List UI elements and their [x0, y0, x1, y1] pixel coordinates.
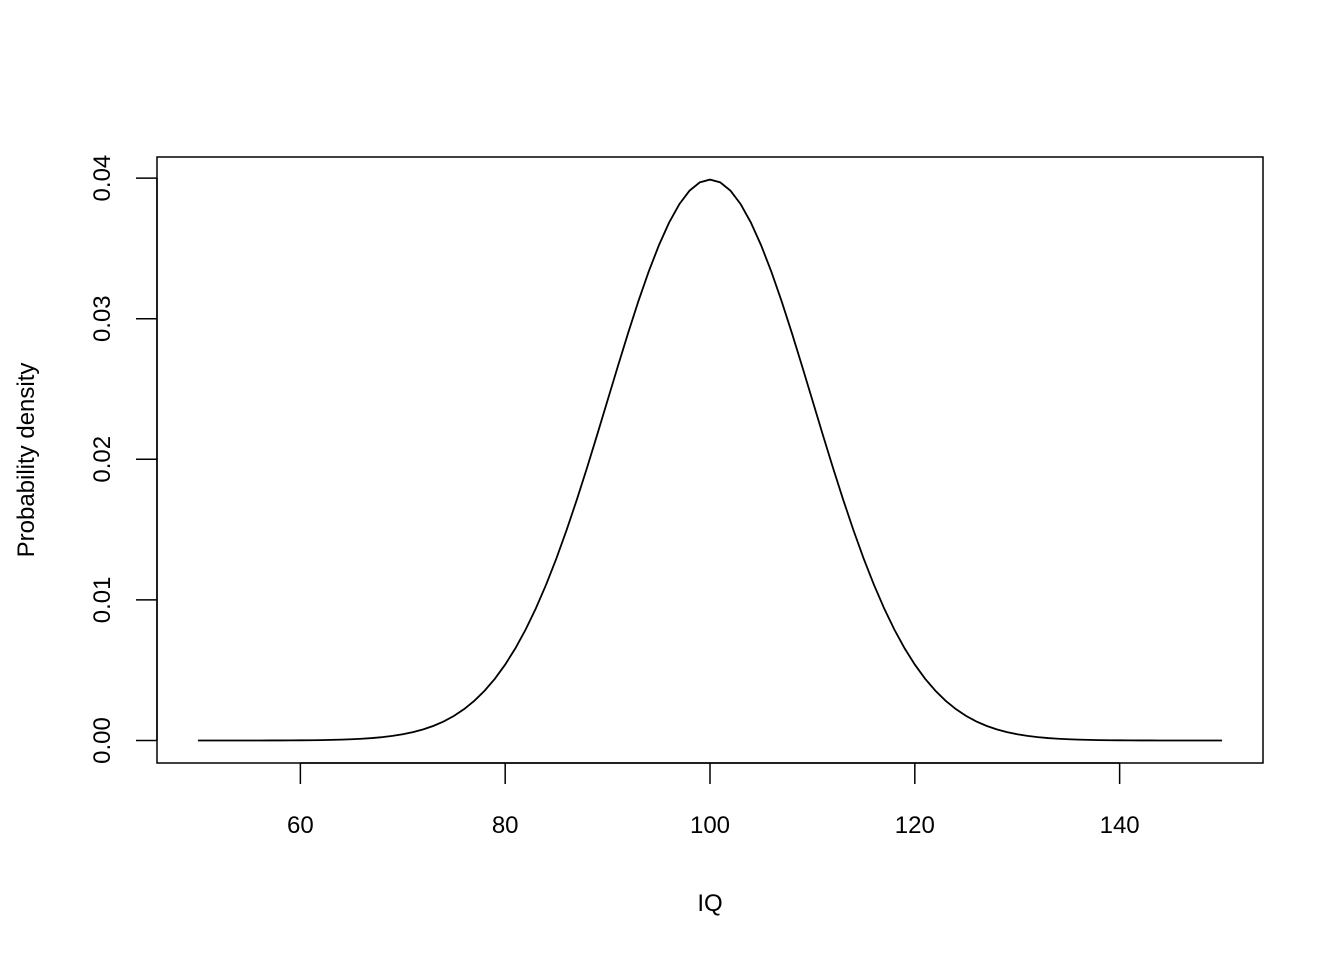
y-axis-label: Probability density [13, 363, 40, 558]
y-tick-label: 0.00 [89, 717, 116, 764]
x-axis: 60 80 100 120 140 [287, 762, 1140, 839]
y-tick-label: 0.04 [89, 155, 116, 202]
plot-frame [156, 156, 1264, 764]
x-axis-label: IQ [697, 890, 722, 917]
y-axis: 0.00 0.01 0.02 0.03 0.04 [89, 155, 158, 764]
y-tick-label: 0.01 [89, 577, 116, 624]
x-tick-label: 80 [492, 812, 519, 839]
density-curve [197, 178, 1223, 742]
x-tick-label: 120 [895, 812, 935, 839]
x-tick-label: 140 [1100, 812, 1140, 839]
y-tick-label: 0.03 [89, 295, 116, 342]
y-tick-label: 0.02 [89, 436, 116, 483]
x-tick-label: 100 [690, 812, 730, 839]
x-tick-label: 60 [287, 812, 314, 839]
